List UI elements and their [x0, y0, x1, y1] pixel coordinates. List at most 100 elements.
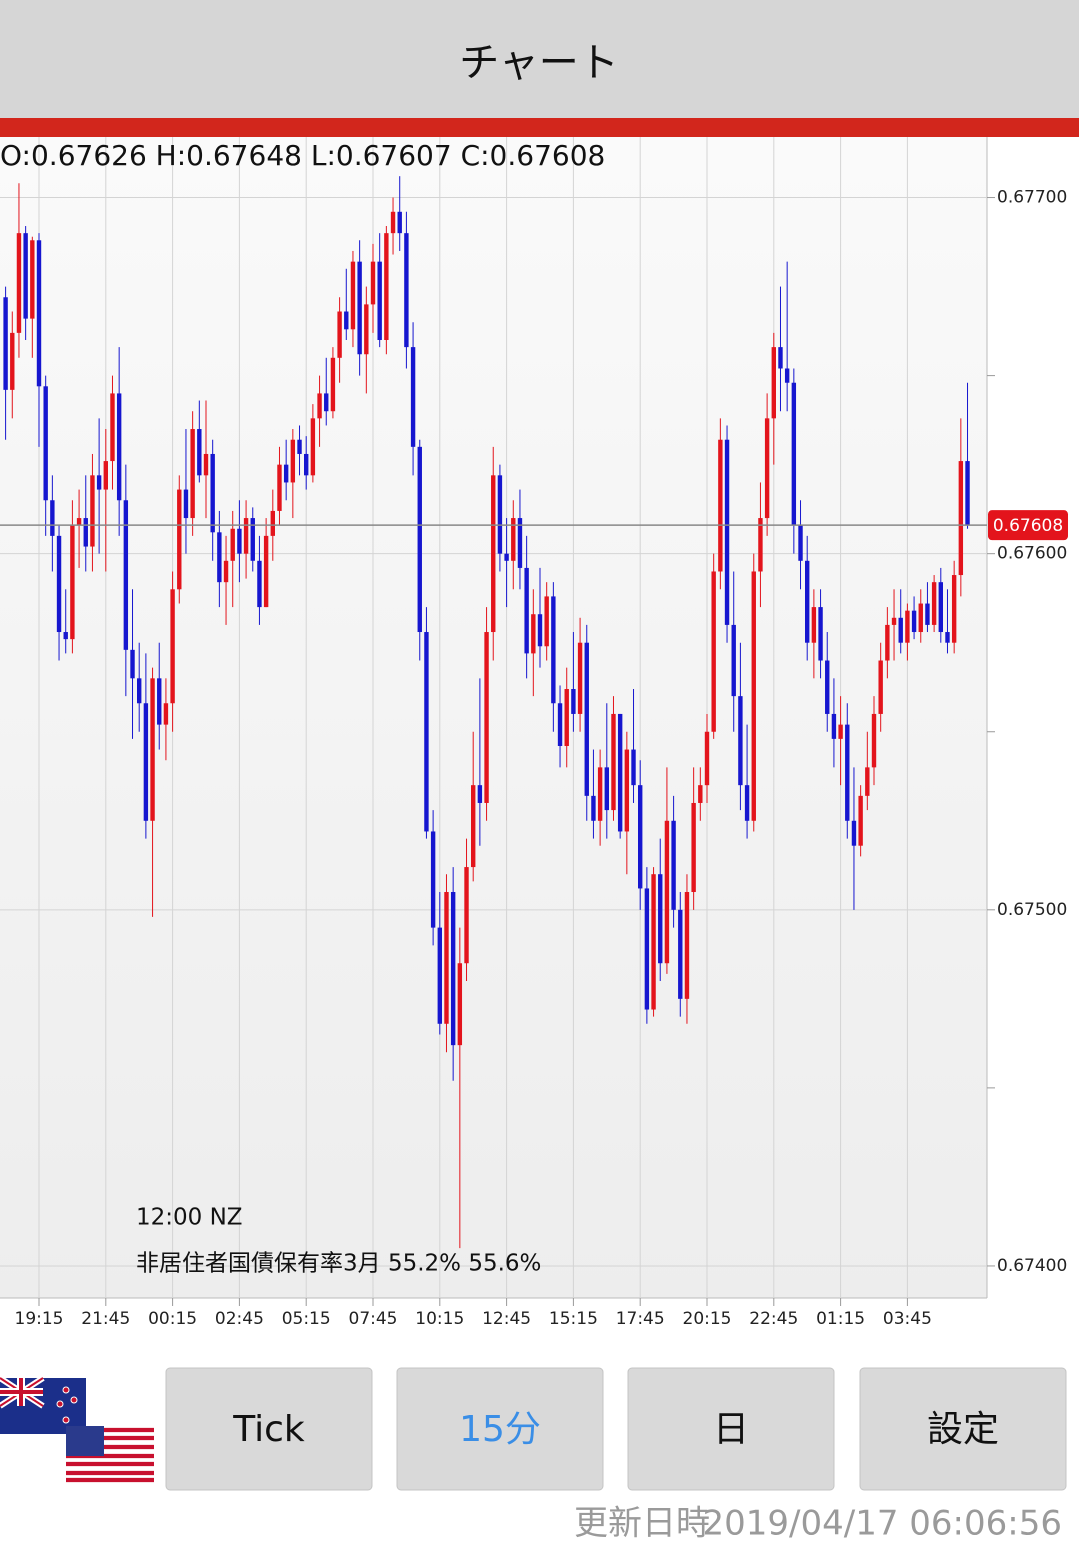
candle-body — [96, 475, 102, 490]
candle-body — [103, 461, 108, 490]
candle-body — [143, 703, 149, 821]
nz-star — [62, 1386, 70, 1394]
candle-body — [16, 233, 22, 333]
candle-body — [778, 347, 783, 369]
candle-body — [744, 785, 750, 821]
candle-body — [357, 261, 362, 355]
candle-body — [584, 642, 589, 796]
x-tick-label: 01:15 — [816, 1309, 865, 1329]
candle-body — [223, 560, 229, 583]
button[interactable] — [396, 1367, 604, 1491]
candle-body — [698, 785, 703, 803]
candle-body — [931, 582, 937, 625]
x-tick-label: 05:15 — [282, 1309, 331, 1329]
candle-body — [517, 518, 523, 568]
candle-body — [858, 795, 863, 846]
candle-body — [397, 211, 402, 234]
update-timestamp: 2019/04/17 06:06:56 — [703, 1504, 1062, 1544]
candle-body — [137, 678, 142, 704]
candle-body — [43, 386, 48, 501]
x-tick-label: 17:45 — [616, 1309, 665, 1329]
candle-body — [417, 446, 422, 633]
candle-body — [771, 347, 776, 419]
candle-body — [491, 475, 496, 633]
candle-body — [617, 713, 623, 832]
x-tick-label: 07:45 — [349, 1309, 398, 1329]
candle-body — [597, 767, 603, 821]
candle-body — [557, 703, 563, 746]
candle-body — [330, 357, 336, 412]
candle-body — [471, 785, 476, 868]
candle-body — [544, 596, 549, 647]
candle-body — [250, 518, 255, 561]
y-tick-label: 0.67600 — [997, 544, 1067, 564]
candle-body — [871, 713, 877, 768]
candle-body — [711, 571, 716, 732]
button[interactable] — [627, 1367, 835, 1491]
candle-body — [878, 660, 883, 714]
x-tick-label: 20:15 — [683, 1309, 732, 1329]
x-tick-label: 02:45 — [215, 1309, 264, 1329]
candle-body — [464, 867, 469, 964]
candle-body — [577, 642, 583, 714]
candle-body — [811, 607, 817, 643]
button[interactable] — [859, 1367, 1067, 1491]
candle-body — [484, 632, 489, 803]
candle-body — [537, 614, 543, 647]
button-label[interactable]: 設定 — [927, 1409, 999, 1450]
candle-body — [531, 614, 536, 654]
candle-body — [704, 731, 710, 786]
candle-body — [564, 689, 569, 746]
candle-body — [390, 211, 396, 234]
x-tick-label: 15:15 — [549, 1309, 598, 1329]
candle-body — [237, 528, 242, 554]
button-label[interactable]: 日 — [713, 1409, 749, 1450]
candle-body — [324, 393, 329, 412]
nz-star — [62, 1416, 70, 1424]
x-tick-label: 22:45 — [749, 1309, 798, 1329]
current-price-badge — [988, 510, 1068, 541]
currency-flags — [0, 1375, 154, 1483]
nz-flag-cross — [0, 1378, 43, 1406]
plot — [0, 137, 995, 1306]
candle-body — [898, 617, 903, 643]
candle-body — [591, 795, 596, 821]
candle-body — [437, 927, 442, 1024]
candle-body — [370, 261, 376, 305]
candle-body — [197, 429, 202, 476]
candle-body — [684, 892, 690, 999]
button-label[interactable]: 15分 — [459, 1409, 541, 1450]
candle-body — [210, 453, 215, 533]
candle-body — [911, 610, 917, 633]
candle-body — [457, 963, 463, 1046]
button[interactable] — [165, 1367, 373, 1491]
candle-body — [918, 603, 923, 633]
candle-body — [163, 703, 169, 725]
header-title: チャート — [459, 40, 619, 86]
candle-body — [624, 749, 630, 832]
candle-body — [36, 240, 42, 387]
accent-bar — [0, 118, 1079, 137]
candle-body — [738, 696, 743, 786]
candle-body — [631, 749, 636, 786]
candle-body — [751, 571, 756, 821]
candle-body — [791, 382, 797, 526]
event-time: 12:00 NZ — [136, 1205, 243, 1231]
candle-body — [364, 304, 369, 355]
button-label[interactable]: Tick — [232, 1409, 305, 1450]
candle-body — [497, 475, 503, 554]
candle-body — [430, 831, 436, 928]
candle-body — [116, 393, 122, 501]
candle-body — [477, 785, 483, 803]
y-tick-label: 0.67500 — [997, 900, 1067, 920]
candle-body — [290, 439, 296, 483]
candle-body — [764, 418, 770, 519]
update-label: 更新日時 — [574, 1504, 710, 1544]
candle-body — [678, 909, 683, 999]
candle-body — [337, 311, 342, 358]
candle-body — [56, 535, 62, 633]
candle-body — [891, 617, 897, 625]
candle-body — [905, 610, 910, 643]
candle-body — [270, 510, 275, 536]
